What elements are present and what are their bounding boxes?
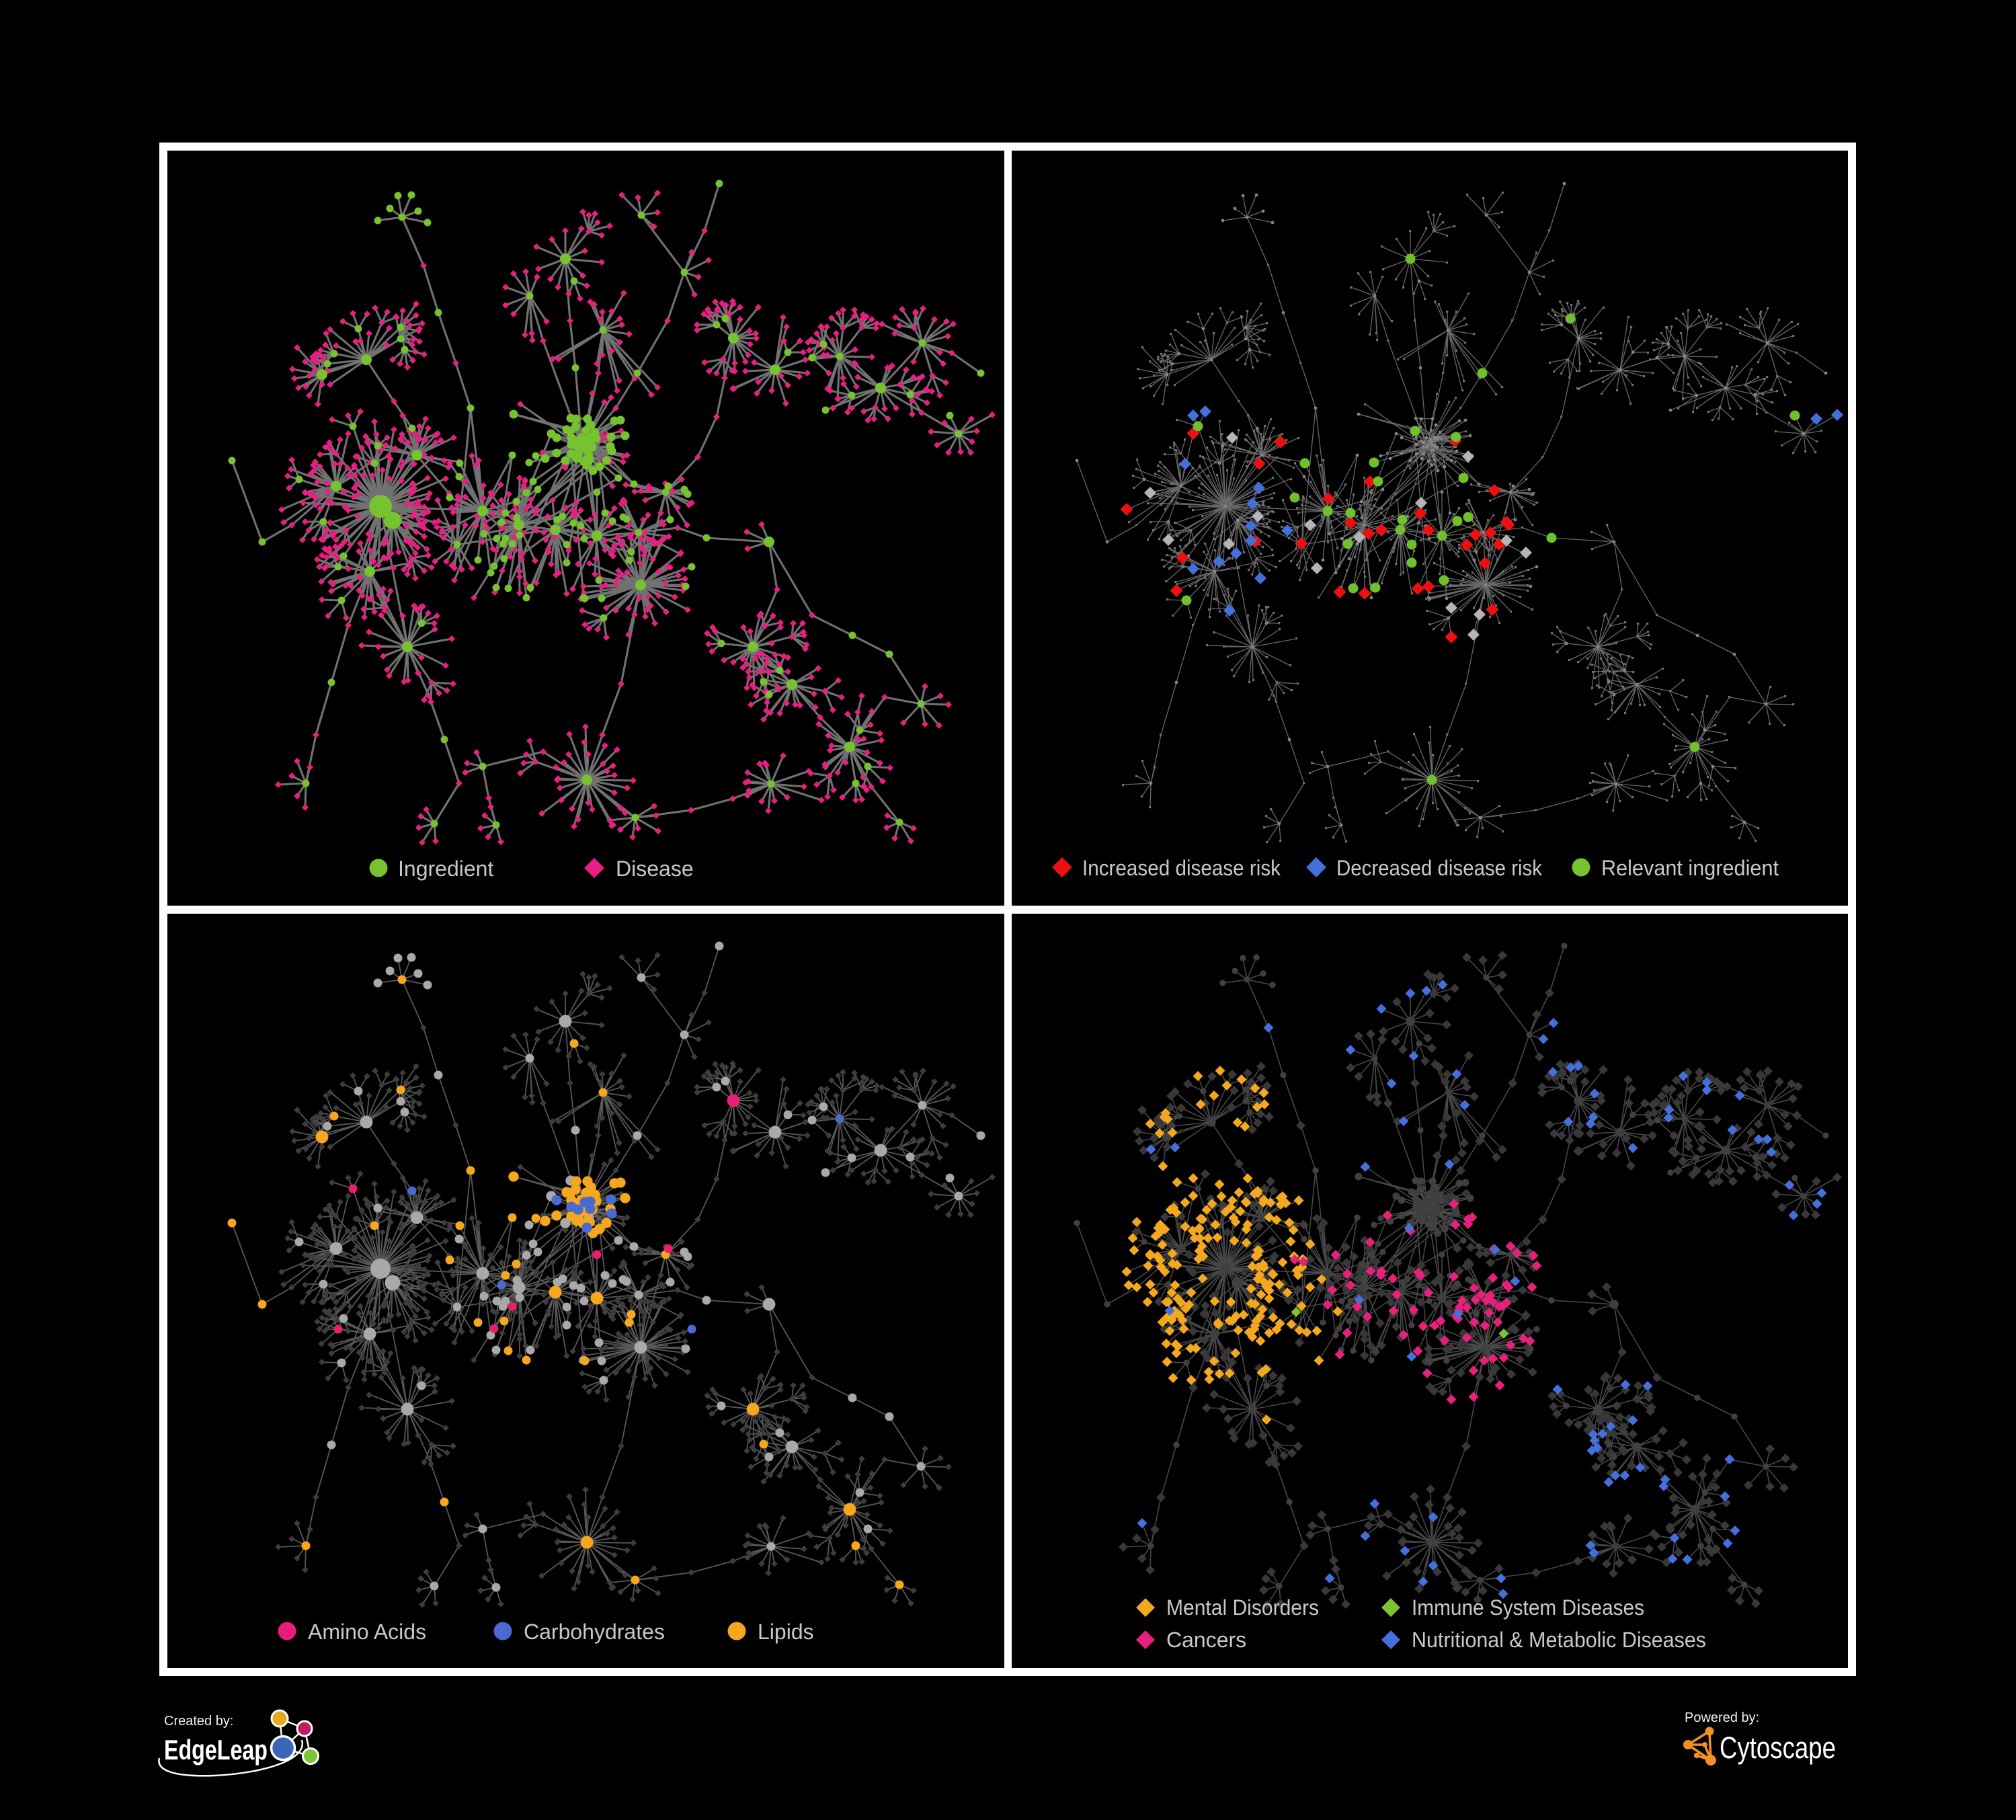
svg-text:Mental Disorders: Mental Disorders — [1166, 1595, 1319, 1620]
svg-text:Ingredient: Ingredient — [398, 857, 493, 881]
svg-text:Immune System Diseases: Immune System Diseases — [1412, 1595, 1644, 1620]
svg-text:Created by:: Created by: — [164, 1714, 233, 1729]
svg-text:Disease: Disease — [616, 857, 694, 881]
svg-text:EdgeLeap: EdgeLeap — [164, 1734, 268, 1766]
svg-text:Relevant ingredient: Relevant ingredient — [1601, 856, 1779, 880]
svg-text:Carbohydrates: Carbohydrates — [524, 1620, 665, 1644]
svg-text:Nutritional & Metabolic Diseas: Nutritional & Metabolic Diseases — [1412, 1628, 1706, 1652]
svg-text:Cancers: Cancers — [1166, 1628, 1246, 1652]
svg-text:Decreased disease risk: Decreased disease risk — [1336, 856, 1543, 880]
svg-text:Lipids: Lipids — [758, 1620, 814, 1644]
svg-text:Amino Acids: Amino Acids — [308, 1620, 426, 1644]
svg-text:Powered by:: Powered by: — [1685, 1710, 1759, 1725]
svg-text:Cytoscape: Cytoscape — [1720, 1731, 1836, 1765]
svg-text:Increased disease risk: Increased disease risk — [1082, 856, 1281, 880]
